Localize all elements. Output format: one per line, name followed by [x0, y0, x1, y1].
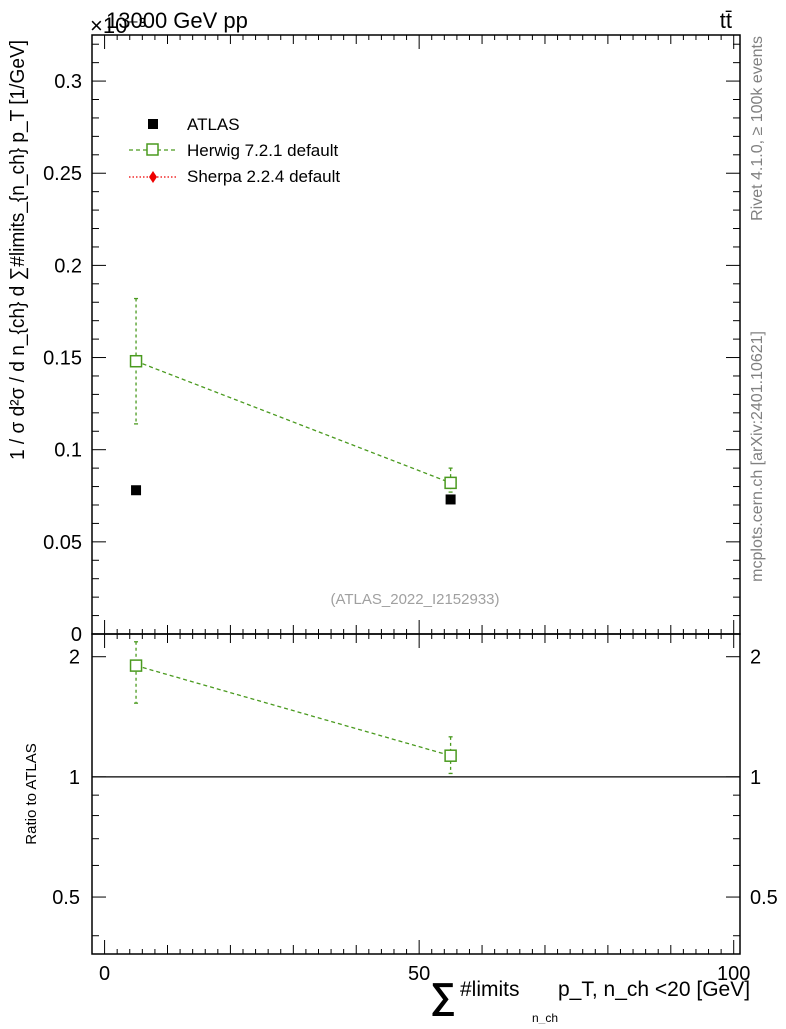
herwig-point [129, 354, 143, 368]
exponent-label: ×10⁻³ [90, 13, 146, 38]
legend-sherpa-marker [149, 171, 157, 183]
herwig-ratio-point [444, 749, 457, 762]
y-tick-label-ratio: 0.5 [52, 887, 80, 909]
energy-label: 13000 GeV pp [106, 8, 248, 33]
y-tick-label-main: 0.2 [54, 255, 82, 277]
y-axis-title-ratio: Ratio to ATLAS [23, 743, 40, 844]
x-tick-label: 0 [99, 963, 110, 985]
legend-herwig-label: Herwig 7.2.1 default [187, 141, 338, 160]
legend-atlas-marker [148, 119, 158, 129]
y-axis-title-main: 1 / σ d²σ / d n_{ch} d ∑#limits_{n_ch} p… [7, 40, 29, 460]
rivet-label: Rivet 4.1.0, ≥ 100k events [749, 36, 766, 221]
y-tick-label-main: 0.25 [43, 163, 82, 185]
axis-tick-labels: 0 0.05 0.1 0.15 0.2 0.25 0.3 0 50 100 0.5 0.5 1 1 2 2 [43, 71, 778, 985]
process-label: tt̄ [720, 8, 732, 33]
atlas-point [445, 494, 456, 505]
y-tick-label-ratio: 1 [69, 767, 80, 789]
mcplots-label: mcplots.cern.ch [arXiv:2401.10621] [749, 331, 766, 582]
x-tick-label: 50 [408, 963, 430, 985]
main-panel-marks [129, 297, 457, 505]
analysis-label: (ATLAS_2022_I2152933) [330, 591, 499, 608]
y-tick-label-main: 0.1 [54, 440, 82, 462]
y-tick-label-ratio-right: 0.5 [750, 887, 778, 909]
y-tick-label-ratio: 2 [69, 647, 80, 669]
ratio-panel-marks [92, 641, 740, 778]
herwig-ratio-line [135, 664, 451, 757]
atlas-point [131, 485, 142, 496]
legend-herwig-marker [146, 143, 159, 156]
y-tick-label-ratio-right: 2 [750, 647, 761, 669]
herwig-ratio-point [129, 659, 143, 672]
y-tick-label-main: 0.15 [43, 348, 82, 370]
axis-ticks [92, 35, 740, 954]
x-axis-title-limits: #limits [460, 978, 520, 1001]
x-axis-title-sub: n_ch [532, 1011, 558, 1024]
herwig-line [135, 360, 451, 484]
ratio-panel-frame [91, 633, 741, 955]
legend-sherpa-label: Sherpa 2.2.4 default [187, 167, 340, 186]
y-tick-label-main: 0.3 [54, 71, 82, 93]
herwig-point [444, 476, 457, 490]
legend-atlas-label: ATLAS [187, 115, 240, 134]
x-axis-title-tail: p_T, n_ch <20 [GeV] [558, 978, 750, 1001]
x-tick-label: 100 [717, 963, 750, 985]
x-axis-title-sum: ∑ [430, 975, 456, 1016]
y-tick-label-main: 0.05 [43, 532, 82, 554]
y-tick-label-main: 0 [71, 624, 82, 646]
y-tick-label-ratio-right: 1 [750, 767, 761, 789]
legend: ATLAS Herwig 7.2.1 default Sherpa 2.2.4 … [129, 115, 340, 186]
